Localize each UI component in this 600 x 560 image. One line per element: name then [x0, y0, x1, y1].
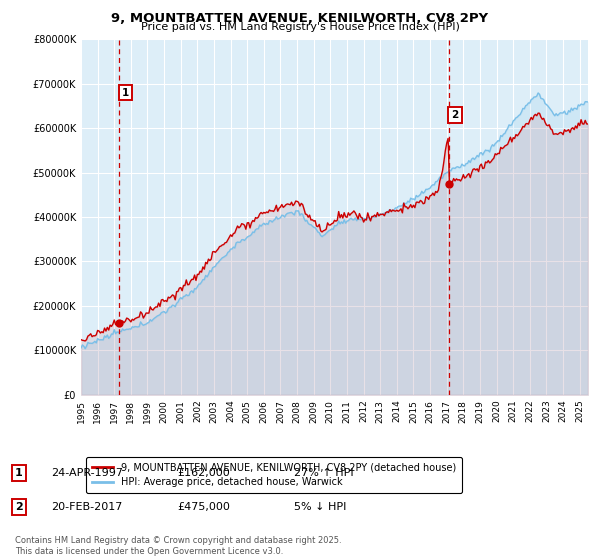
Text: 1: 1	[15, 468, 23, 478]
Text: 24-APR-1997: 24-APR-1997	[51, 468, 123, 478]
Text: Contains HM Land Registry data © Crown copyright and database right 2025.
This d: Contains HM Land Registry data © Crown c…	[15, 536, 341, 556]
Text: Price paid vs. HM Land Registry's House Price Index (HPI): Price paid vs. HM Land Registry's House …	[140, 22, 460, 32]
Text: £475,000: £475,000	[177, 502, 230, 512]
Text: 1: 1	[122, 87, 129, 97]
Legend: 9, MOUNTBATTEN AVENUE, KENILWORTH, CV8 2PY (detached house), HPI: Average price,: 9, MOUNTBATTEN AVENUE, KENILWORTH, CV8 2…	[86, 456, 462, 493]
Text: £162,000: £162,000	[177, 468, 230, 478]
Text: 20-FEB-2017: 20-FEB-2017	[51, 502, 122, 512]
Text: 27% ↑ HPI: 27% ↑ HPI	[294, 468, 353, 478]
Text: 2: 2	[451, 110, 458, 120]
Text: 2: 2	[15, 502, 23, 512]
Text: 5% ↓ HPI: 5% ↓ HPI	[294, 502, 346, 512]
Text: 9, MOUNTBATTEN AVENUE, KENILWORTH, CV8 2PY: 9, MOUNTBATTEN AVENUE, KENILWORTH, CV8 2…	[112, 12, 488, 25]
